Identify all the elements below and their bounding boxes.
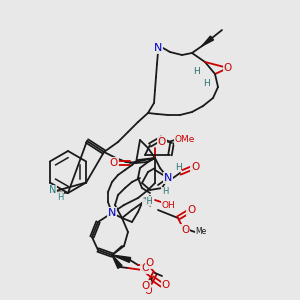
Text: O: O bbox=[162, 280, 170, 290]
Text: N: N bbox=[154, 43, 162, 53]
Text: Me: Me bbox=[195, 227, 207, 236]
Text: H: H bbox=[57, 193, 63, 202]
Text: O: O bbox=[110, 158, 118, 168]
Text: O: O bbox=[142, 281, 150, 291]
Text: O: O bbox=[181, 225, 189, 235]
Text: O: O bbox=[146, 258, 154, 268]
Polygon shape bbox=[202, 36, 214, 46]
Text: N: N bbox=[108, 208, 116, 218]
Text: OMe: OMe bbox=[175, 136, 195, 145]
Text: N: N bbox=[164, 173, 172, 183]
Text: N: N bbox=[49, 185, 57, 195]
Text: H: H bbox=[204, 80, 210, 88]
Text: O: O bbox=[224, 63, 232, 73]
Text: H: H bbox=[194, 68, 200, 76]
Text: H: H bbox=[175, 163, 182, 172]
Polygon shape bbox=[112, 255, 131, 262]
Text: OH: OH bbox=[161, 200, 175, 209]
Text: ''H: ''H bbox=[142, 196, 153, 206]
Text: O: O bbox=[141, 263, 149, 273]
Text: O: O bbox=[158, 137, 166, 147]
Text: O: O bbox=[191, 162, 199, 172]
Text: H: H bbox=[162, 188, 168, 196]
Text: O: O bbox=[187, 205, 195, 215]
Text: O: O bbox=[144, 286, 152, 296]
Polygon shape bbox=[112, 255, 122, 268]
